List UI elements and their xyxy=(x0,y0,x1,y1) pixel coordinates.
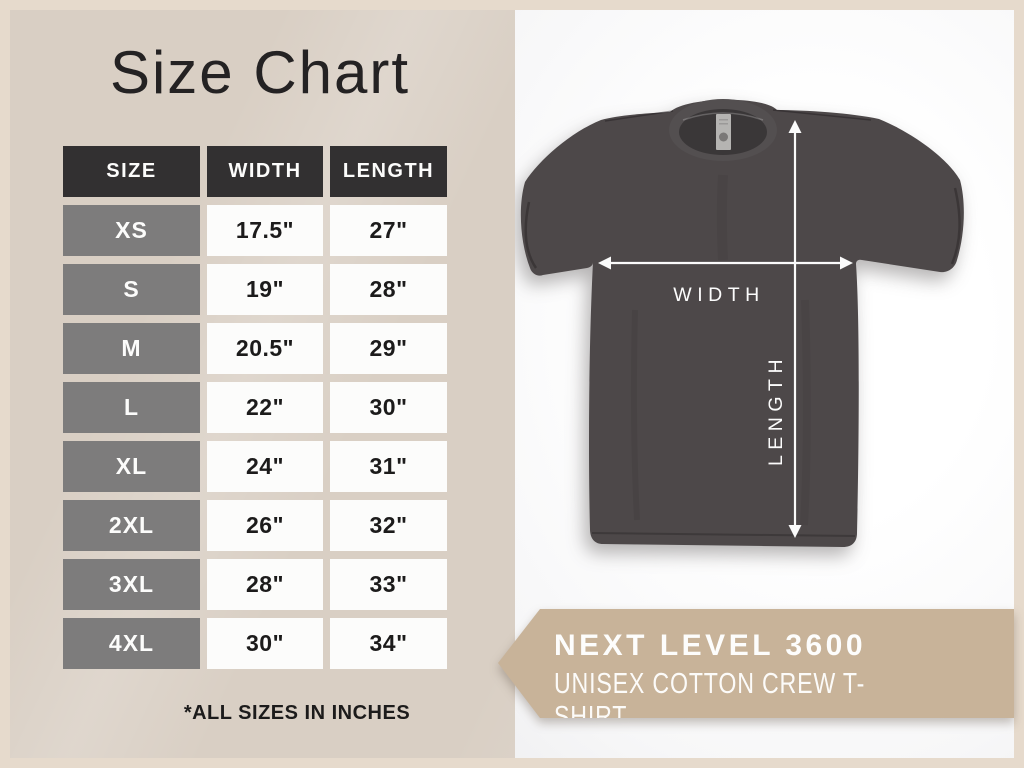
size-cell: S xyxy=(63,264,200,315)
size-cell: M xyxy=(63,323,200,374)
length-cell: 28" xyxy=(330,264,447,315)
header-cell-width: WIDTH xyxy=(207,146,323,197)
width-cell: 30" xyxy=(207,618,323,669)
product-photo-panel: WIDTH LENGTH NEXT LEVEL 3600 UNISEX COTT… xyxy=(498,10,1014,758)
length-cell: 32" xyxy=(330,500,447,551)
width-cell: 20.5" xyxy=(207,323,323,374)
length-cell: 33" xyxy=(330,559,447,610)
size-cell: 3XL xyxy=(63,559,200,610)
length-arrow xyxy=(788,120,802,538)
tshirt-shape xyxy=(520,99,964,547)
width-cell: 26" xyxy=(207,500,323,551)
size-cell: XL xyxy=(63,441,200,492)
collar-tag xyxy=(716,114,731,150)
header-cell-size: SIZE xyxy=(63,146,200,197)
size-cell: 4XL xyxy=(63,618,200,669)
size-cell: L xyxy=(63,382,200,433)
product-name: NEXT LEVEL 3600 xyxy=(554,629,867,662)
length-cell: 31" xyxy=(330,441,447,492)
header-cell-length: LENGTH xyxy=(330,146,447,197)
width-cell: 28" xyxy=(207,559,323,610)
width-cell: 22" xyxy=(207,382,323,433)
size-table: SIZE WIDTH LENGTH XS 17.5" 27" S 19" 28"… xyxy=(63,146,447,669)
size-cell: XS xyxy=(63,205,200,256)
tshirt-illustration: WIDTH LENGTH xyxy=(520,99,964,547)
product-banner: NEXT LEVEL 3600 UNISEX COTTON CREW T-SHI… xyxy=(498,609,1014,718)
width-arrow xyxy=(598,256,853,270)
page-title: Size Chart xyxy=(109,39,411,106)
size-cell: 2XL xyxy=(63,500,200,551)
width-cell: 17.5" xyxy=(207,205,323,256)
width-cell: 24" xyxy=(207,441,323,492)
length-cell: 27" xyxy=(330,205,447,256)
length-cell: 34" xyxy=(330,618,447,669)
sizes-note: *ALL SIZES IN INCHES xyxy=(183,702,411,724)
length-cell: 29" xyxy=(330,323,447,374)
width-cell: 19" xyxy=(207,264,323,315)
length-cell: 30" xyxy=(330,382,447,433)
length-label: LENGTH xyxy=(765,354,787,466)
product-description: UNISEX COTTON CREW T-SHIRT xyxy=(554,668,866,733)
width-label: WIDTH xyxy=(673,284,764,306)
product-banner-ribbon: NEXT LEVEL 3600 UNISEX COTTON CREW T-SHI… xyxy=(498,609,1014,718)
